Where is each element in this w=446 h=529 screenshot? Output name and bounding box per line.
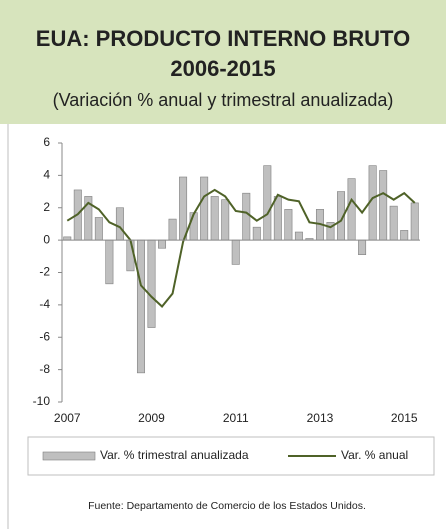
bar (105, 239, 114, 285)
y-tick-label: 4 (43, 168, 50, 182)
bar (358, 239, 367, 255)
y-tick-label: -2 (39, 265, 50, 279)
legend-swatch (42, 451, 96, 461)
bar (347, 178, 356, 241)
bar (410, 202, 419, 241)
bar (273, 196, 282, 241)
bar (400, 230, 409, 241)
chart-title-line2: 2006-2015 (170, 56, 275, 81)
legend-box (27, 436, 435, 476)
bar (168, 218, 177, 241)
bar (94, 217, 103, 241)
legend-label: Var. % trimestral anualizada (100, 448, 249, 462)
y-tick-label: -4 (39, 297, 50, 311)
header-background (0, 0, 446, 124)
bar (147, 239, 156, 328)
legend-label: Var. % anual (341, 448, 408, 462)
bar (389, 205, 398, 241)
x-tick-label: 2015 (391, 411, 418, 425)
chart-subtitle: (Variación % anual y trimestral anualiza… (53, 90, 394, 110)
bar (231, 239, 240, 265)
bar (379, 170, 388, 241)
bar (252, 226, 261, 241)
bar (242, 192, 251, 241)
x-tick-label: 2013 (307, 411, 334, 425)
bar (221, 199, 230, 241)
bar (136, 239, 145, 374)
bar (179, 176, 188, 241)
line (66, 188, 416, 308)
y-tick-label: 0 (43, 232, 50, 246)
y-tick-label: -8 (39, 362, 50, 376)
y-tick-label: 6 (43, 135, 50, 149)
bar (200, 176, 209, 241)
bar (263, 165, 272, 241)
bar (158, 239, 167, 249)
x-tick-label: 2009 (138, 411, 165, 425)
y-tick-label: -10 (33, 394, 51, 408)
bar (115, 207, 124, 241)
bar (210, 196, 219, 241)
bar (284, 209, 293, 241)
x-tick-label: 2007 (54, 411, 81, 425)
chart-title: EUA: PRODUCTO INTERNO BRUTO (36, 26, 410, 51)
x-tick-label: 2011 (223, 411, 249, 425)
y-tick-label: -6 (39, 329, 50, 343)
bar (294, 231, 303, 241)
source-note: Fuente: Departamento de Comercio de los … (88, 500, 366, 512)
y-tick-label: 2 (43, 200, 50, 214)
